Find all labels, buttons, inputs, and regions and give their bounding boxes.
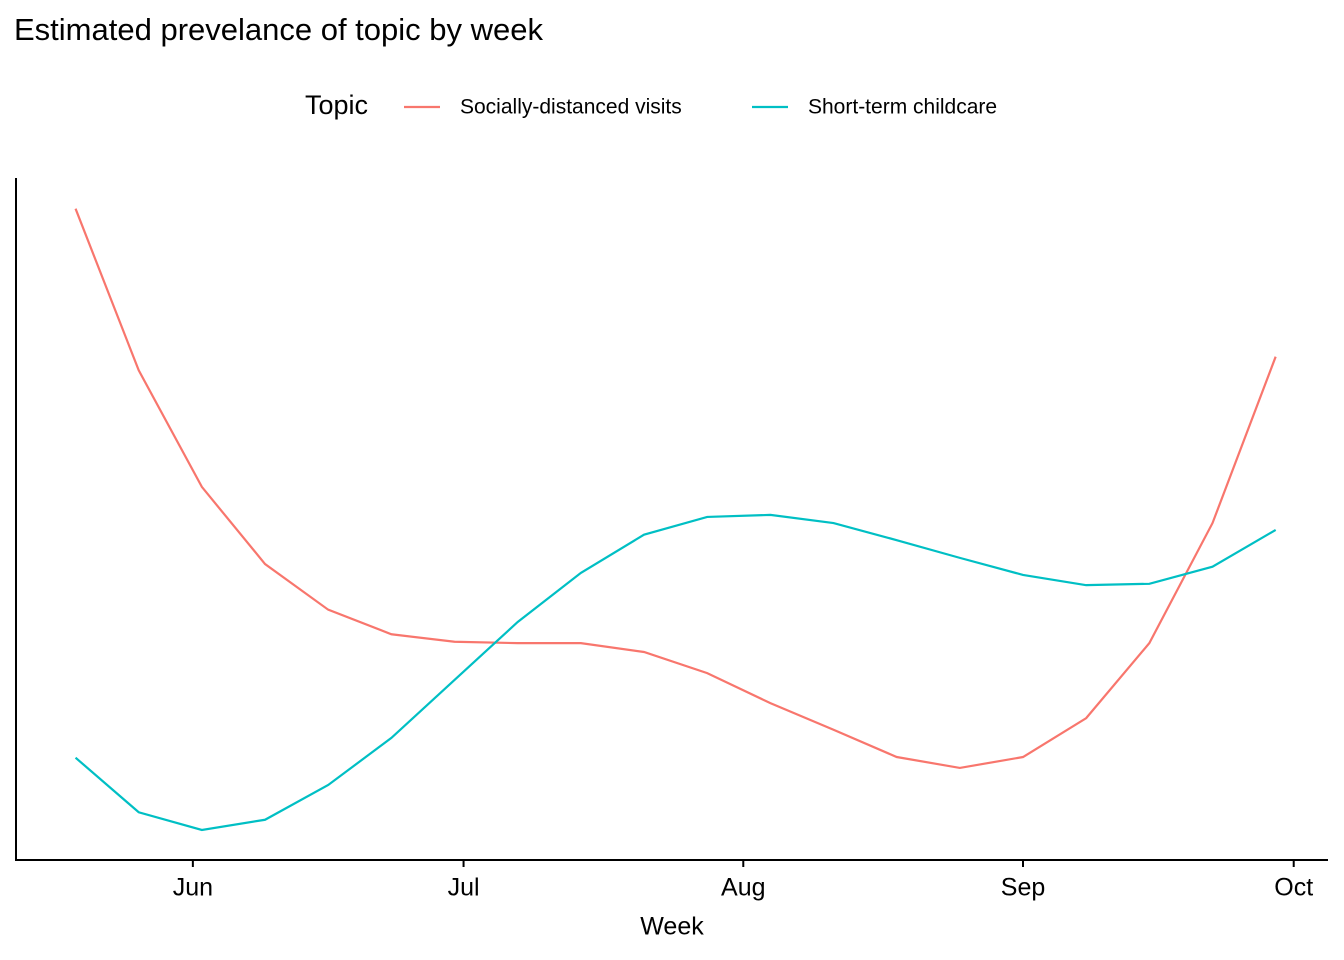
legend-label: Short-term childcare: [808, 96, 997, 119]
x-axis-label: Week: [640, 913, 704, 941]
x-tick-label: Oct: [1274, 874, 1313, 902]
x-tick-label: Aug: [721, 874, 765, 902]
legend-title: Topic: [305, 90, 368, 120]
series-line: [74, 208, 1277, 770]
chart-title: Estimated prevelance of topic by week: [14, 12, 543, 47]
legend-label: Socially-distanced visits: [460, 96, 682, 119]
series-line: [74, 513, 1277, 832]
x-tick-label: Jul: [448, 874, 480, 902]
x-tick-label: Sep: [1001, 874, 1045, 902]
x-tick-label: Jun: [173, 874, 213, 902]
